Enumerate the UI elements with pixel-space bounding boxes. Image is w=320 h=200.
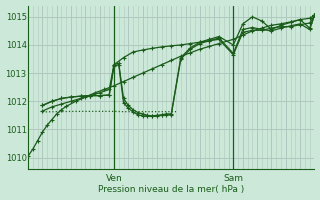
- X-axis label: Pression niveau de la mer( hPa ): Pression niveau de la mer( hPa ): [98, 185, 244, 194]
